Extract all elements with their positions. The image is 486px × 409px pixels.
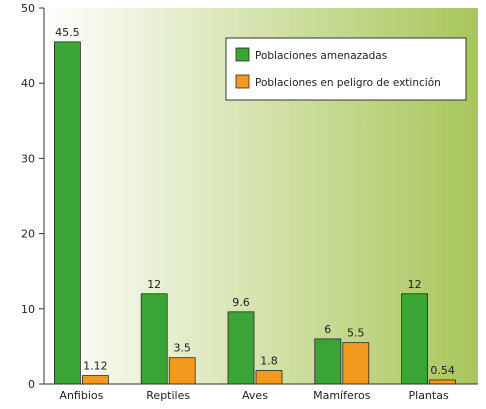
bar-amenazadas bbox=[227, 311, 255, 385]
y-tick-label: 0 bbox=[28, 378, 35, 391]
data-label: 1.8 bbox=[260, 354, 278, 367]
x-tick-label: Plantas bbox=[409, 389, 449, 402]
data-labels: 45.5 1.12 12 3.5 9.6 1.8 6 5.5 12 0.54 bbox=[55, 26, 455, 377]
x-tick-label: Reptiles bbox=[146, 389, 190, 402]
data-label: 6 bbox=[324, 323, 331, 336]
data-label: 1.12 bbox=[83, 360, 108, 373]
bar-extincion bbox=[429, 379, 457, 385]
bar-series bbox=[54, 41, 457, 385]
data-label: 5.5 bbox=[347, 327, 365, 340]
bar-amenazadas bbox=[401, 293, 429, 385]
y-axis: 0 10 20 30 40 50 bbox=[21, 2, 45, 391]
y-tick-label: 30 bbox=[21, 152, 35, 165]
x-axis: Anfibios Reptiles Aves Mamíferos Plantas bbox=[44, 383, 478, 402]
y-tick-label: 10 bbox=[21, 303, 35, 316]
bar-extincion bbox=[82, 375, 109, 385]
y-tick-label: 50 bbox=[21, 2, 35, 15]
data-label: 3.5 bbox=[173, 342, 191, 355]
legend-label: Poblaciones amenazadas bbox=[255, 50, 387, 62]
x-tick-label: Anfibios bbox=[59, 389, 103, 402]
legend: Poblaciones amenazadas Poblaciones en pel… bbox=[225, 37, 467, 101]
bar-amenazadas bbox=[54, 41, 81, 385]
data-label: 0.54 bbox=[430, 364, 455, 377]
y-tick-label: 40 bbox=[21, 77, 35, 90]
bar-extincion bbox=[255, 370, 283, 385]
legend-box bbox=[225, 37, 467, 101]
bar-amenazadas bbox=[140, 293, 168, 385]
data-label: 45.5 bbox=[55, 26, 80, 39]
bar-amenazadas bbox=[314, 338, 342, 385]
legend-swatch bbox=[235, 47, 250, 62]
data-label: 12 bbox=[408, 278, 422, 291]
x-tick-label: Mamíferos bbox=[313, 389, 371, 402]
y-tick-label: 20 bbox=[21, 228, 35, 241]
data-label: 9.6 bbox=[232, 296, 250, 309]
bar-extincion bbox=[342, 342, 370, 385]
legend-label: Poblaciones en peligro de extinción bbox=[255, 77, 441, 89]
bar-extincion bbox=[168, 357, 196, 385]
x-tick-label: Aves bbox=[242, 389, 268, 402]
data-label: 12 bbox=[147, 278, 161, 291]
legend-swatch bbox=[235, 74, 250, 89]
